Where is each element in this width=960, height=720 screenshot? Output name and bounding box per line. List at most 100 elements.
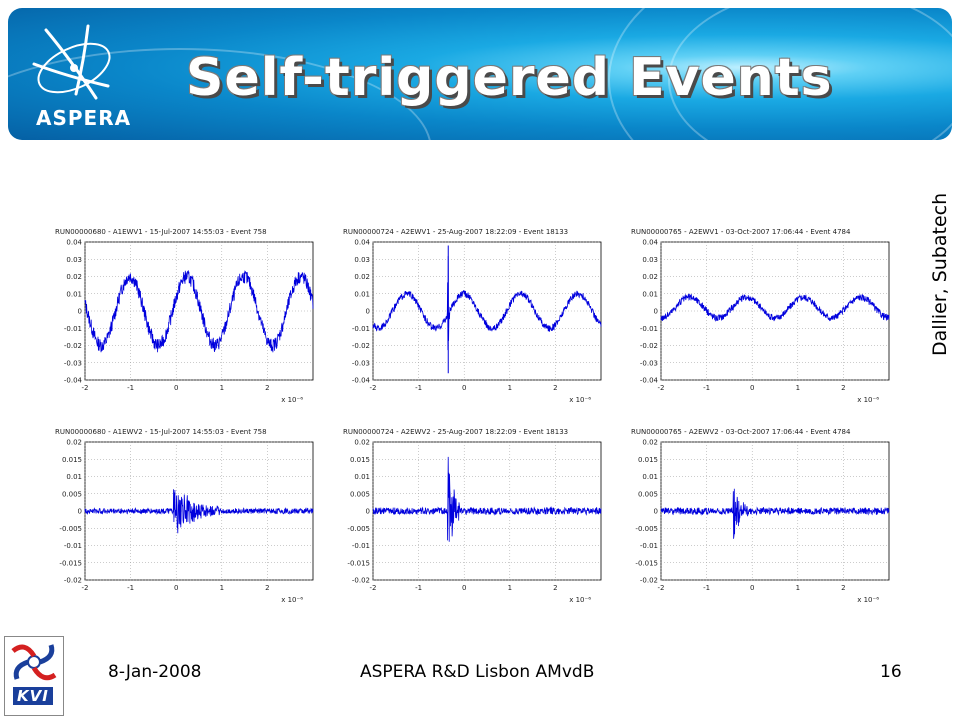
x-tick-label: -1	[703, 584, 710, 592]
chart-panel: RUN00000765 - A2EWV1 - 03-Oct-2007 17:06…	[631, 228, 901, 418]
chart-title: RUN00000724 - A2EWV1 - 25-Aug-2007 18:22…	[343, 228, 569, 236]
chart-title: RUN00000680 - A1EWV2 - 15-Jul-2007 14:55…	[55, 428, 267, 436]
x-tick-label: 2	[265, 384, 269, 392]
x-tick-label: 0	[750, 584, 754, 592]
y-tick-label: 0.005	[638, 490, 658, 498]
x-tick-label: -2	[82, 584, 89, 592]
kvi-swirl-icon	[11, 644, 57, 681]
y-tick-label: 0.03	[66, 256, 82, 264]
y-tick-label: -0.02	[352, 342, 370, 350]
x-tick-label: 2	[553, 384, 557, 392]
y-tick-label: -0.01	[64, 542, 82, 550]
x-tick-label: -2	[658, 384, 665, 392]
series-line	[84, 270, 314, 353]
y-tick-label: 0.02	[66, 439, 82, 447]
y-tick-label: -0.01	[352, 325, 370, 333]
y-tick-label: 0.02	[642, 439, 658, 447]
y-tick-label: 0	[366, 308, 370, 316]
x-tick-label: 2	[553, 584, 557, 592]
footer-center-text: ASPERA R&D Lisbon AMvdB	[360, 662, 595, 682]
chart-title: RUN00000765 - A2EWV1 - 03-Oct-2007 17:06…	[631, 228, 851, 236]
x-tick-label: 2	[841, 384, 845, 392]
y-tick-label: 0.03	[354, 256, 370, 264]
series-line	[372, 456, 602, 542]
y-tick-label: 0.02	[354, 273, 370, 281]
kvi-logo-text: KVI	[13, 687, 53, 705]
y-tick-label: 0	[366, 508, 370, 516]
y-tick-label: 0.02	[642, 273, 658, 281]
waveform-chart: 0.02 0.015 0.01 0.005 0 -0.005 -0.01 -0.015 -0.0…	[635, 439, 890, 604]
page-number: 16	[880, 662, 902, 682]
waveform-chart: 0.04 0.03 0.02 0.01 0 -0.01 -0.02 -0.03 -0.04-2 -…	[640, 239, 890, 404]
x-multiplier-label: x 10⁻⁶	[281, 596, 303, 604]
y-tick-label: -0.01	[352, 542, 370, 550]
y-tick-label: -0.02	[352, 577, 370, 585]
y-tick-label: -0.015	[635, 559, 658, 567]
y-tick-label: 0.02	[354, 439, 370, 447]
header-banner: ASPERA Self-triggered Events	[8, 8, 952, 140]
x-tick-label: -2	[370, 384, 377, 392]
x-tick-label: 1	[796, 384, 800, 392]
series-line	[372, 256, 602, 351]
page-title: Self-triggered Events	[186, 48, 833, 108]
waveform-chart: 0.02 0.015 0.01 0.005 0 -0.005 -0.01 -0.015 -0.0…	[59, 439, 314, 604]
y-tick-label: 0.005	[350, 490, 370, 498]
y-tick-label: 0.01	[66, 290, 82, 298]
x-multiplier-label: x 10⁻⁶	[281, 396, 303, 404]
chart-panel: RUN00000765 - A2EWV2 - 03-Oct-2007 17:06…	[631, 428, 901, 618]
y-tick-label: 0.015	[638, 456, 658, 464]
chart-panel: RUN00000724 - A2EWV1 - 25-Aug-2007 18:22…	[343, 228, 613, 418]
y-tick-label: 0.03	[642, 256, 658, 264]
y-tick-label: 0.015	[350, 456, 370, 464]
chart-title: RUN00000724 - A2EWV2 - 25-Aug-2007 18:22…	[343, 428, 569, 436]
x-tick-label: 1	[796, 584, 800, 592]
y-tick-label: -0.02	[640, 577, 658, 585]
y-tick-label: 0	[654, 508, 658, 516]
x-tick-label: 1	[508, 384, 512, 392]
side-credit: Dallier, Subatech	[929, 192, 951, 356]
y-tick-label: -0.04	[640, 377, 659, 385]
x-tick-label: 2	[841, 584, 845, 592]
y-tick-label: -0.03	[352, 359, 370, 367]
x-tick-label: -2	[658, 584, 665, 592]
y-tick-label: -0.005	[635, 525, 658, 533]
x-tick-label: 0	[174, 384, 178, 392]
y-tick-label: -0.02	[64, 342, 82, 350]
y-tick-label: 0	[78, 308, 82, 316]
banner-swirl	[608, 8, 952, 140]
series-line	[660, 488, 890, 539]
y-tick-label: 0.04	[354, 239, 370, 247]
footer: 8-Jan-2008 ASPERA R&D Lisbon AMvdB 16	[0, 654, 960, 694]
y-tick-label: 0.04	[642, 239, 658, 247]
x-tick-label: 0	[750, 384, 754, 392]
y-tick-label: -0.005	[347, 525, 370, 533]
y-tick-label: 0.01	[642, 290, 658, 298]
chart-panel: RUN00000724 - A2EWV2 - 25-Aug-2007 18:22…	[343, 428, 613, 618]
aspera-logo-icon	[32, 24, 111, 100]
x-tick-label: 2	[265, 584, 269, 592]
waveform-chart: 0.04 0.03 0.02 0.01 0 -0.01 -0.02 -0.03 -0.04-2 -…	[64, 239, 314, 404]
x-tick-label: 1	[220, 584, 224, 592]
chart-title: RUN00000765 - A2EWV2 - 03-Oct-2007 17:06…	[631, 428, 851, 436]
x-multiplier-label: x 10⁻⁶	[857, 596, 879, 604]
y-tick-label: -0.03	[64, 359, 82, 367]
x-tick-label: -2	[82, 384, 89, 392]
footer-date: 8-Jan-2008	[108, 662, 202, 682]
y-tick-label: 0	[654, 308, 658, 316]
series-line	[660, 293, 890, 322]
kvi-logo: KVI	[4, 636, 64, 716]
series-line	[84, 489, 314, 534]
waveform-chart: 0.04 0.03 0.02 0.01 0 -0.01 -0.02 -0.03 -0.04-2 -…	[352, 239, 602, 404]
y-tick-label: 0.015	[62, 456, 82, 464]
y-tick-label: 0.01	[66, 473, 82, 481]
x-tick-label: 0	[174, 584, 178, 592]
y-tick-label: -0.03	[640, 359, 658, 367]
x-tick-label: 1	[220, 384, 224, 392]
banner-swirl	[668, 8, 952, 140]
x-tick-label: 1	[508, 584, 512, 592]
y-tick-label: -0.015	[59, 559, 82, 567]
y-tick-label: -0.01	[64, 325, 82, 333]
y-tick-label: -0.01	[640, 542, 658, 550]
x-tick-label: 0	[462, 584, 466, 592]
x-tick-label: -1	[127, 384, 134, 392]
